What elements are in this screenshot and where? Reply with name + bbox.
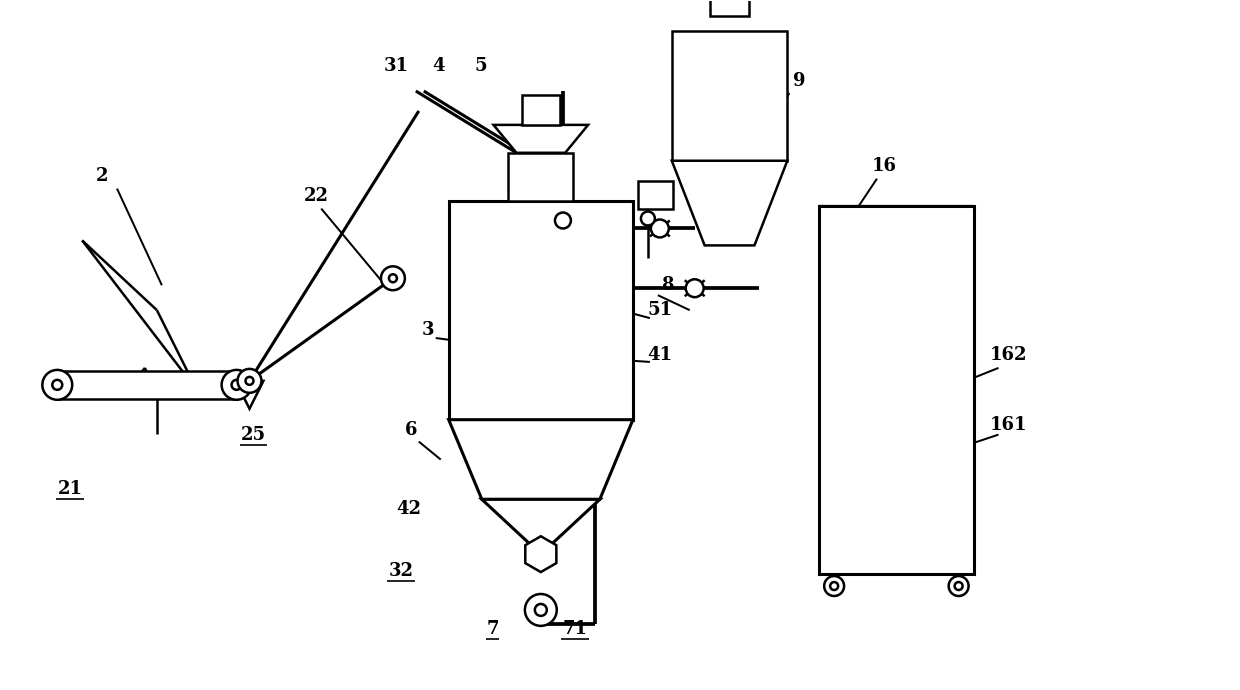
Circle shape	[651, 219, 668, 237]
Circle shape	[222, 370, 252, 400]
Text: 7: 7	[486, 620, 498, 638]
Bar	[672, 31, 787, 161]
Text: 2: 2	[95, 167, 108, 185]
Circle shape	[389, 275, 397, 282]
Text: 21: 21	[58, 480, 83, 498]
Circle shape	[232, 380, 242, 390]
Polygon shape	[482, 500, 600, 554]
Text: 22: 22	[304, 186, 329, 205]
Text: 42: 42	[397, 500, 422, 518]
Text: 32: 32	[388, 562, 413, 580]
Text: 3: 3	[422, 321, 434, 339]
Polygon shape	[526, 536, 557, 572]
Text: 25: 25	[241, 426, 267, 444]
Bar	[508, 152, 573, 201]
Polygon shape	[449, 420, 632, 500]
Circle shape	[246, 377, 253, 385]
Polygon shape	[672, 161, 787, 246]
Circle shape	[949, 576, 968, 596]
Circle shape	[525, 594, 557, 626]
Circle shape	[534, 604, 547, 616]
Circle shape	[52, 380, 62, 390]
Text: 31: 31	[383, 57, 408, 75]
Circle shape	[686, 279, 703, 297]
Circle shape	[381, 266, 405, 290]
Text: 5: 5	[474, 57, 487, 75]
Circle shape	[556, 213, 570, 228]
Text: 4: 4	[433, 57, 445, 75]
Text: 6: 6	[404, 421, 417, 439]
Circle shape	[955, 582, 962, 590]
Bar	[57, 371, 237, 399]
Bar	[449, 201, 632, 420]
Text: 9: 9	[794, 72, 806, 90]
Circle shape	[641, 212, 655, 226]
Polygon shape	[494, 125, 588, 152]
Circle shape	[830, 582, 838, 590]
Circle shape	[42, 370, 72, 400]
Bar	[820, 206, 973, 574]
Bar	[522, 95, 559, 125]
Text: 51: 51	[647, 301, 672, 319]
Text: 162: 162	[990, 346, 1027, 364]
Polygon shape	[236, 381, 263, 408]
Bar	[709, 0, 749, 17]
Text: 8: 8	[662, 276, 675, 294]
Text: 41: 41	[647, 346, 672, 364]
Text: 16: 16	[872, 157, 897, 175]
Text: 161: 161	[990, 415, 1027, 434]
Text: 71: 71	[563, 620, 588, 638]
Circle shape	[825, 576, 844, 596]
Bar	[637, 181, 673, 208]
Circle shape	[238, 369, 262, 393]
